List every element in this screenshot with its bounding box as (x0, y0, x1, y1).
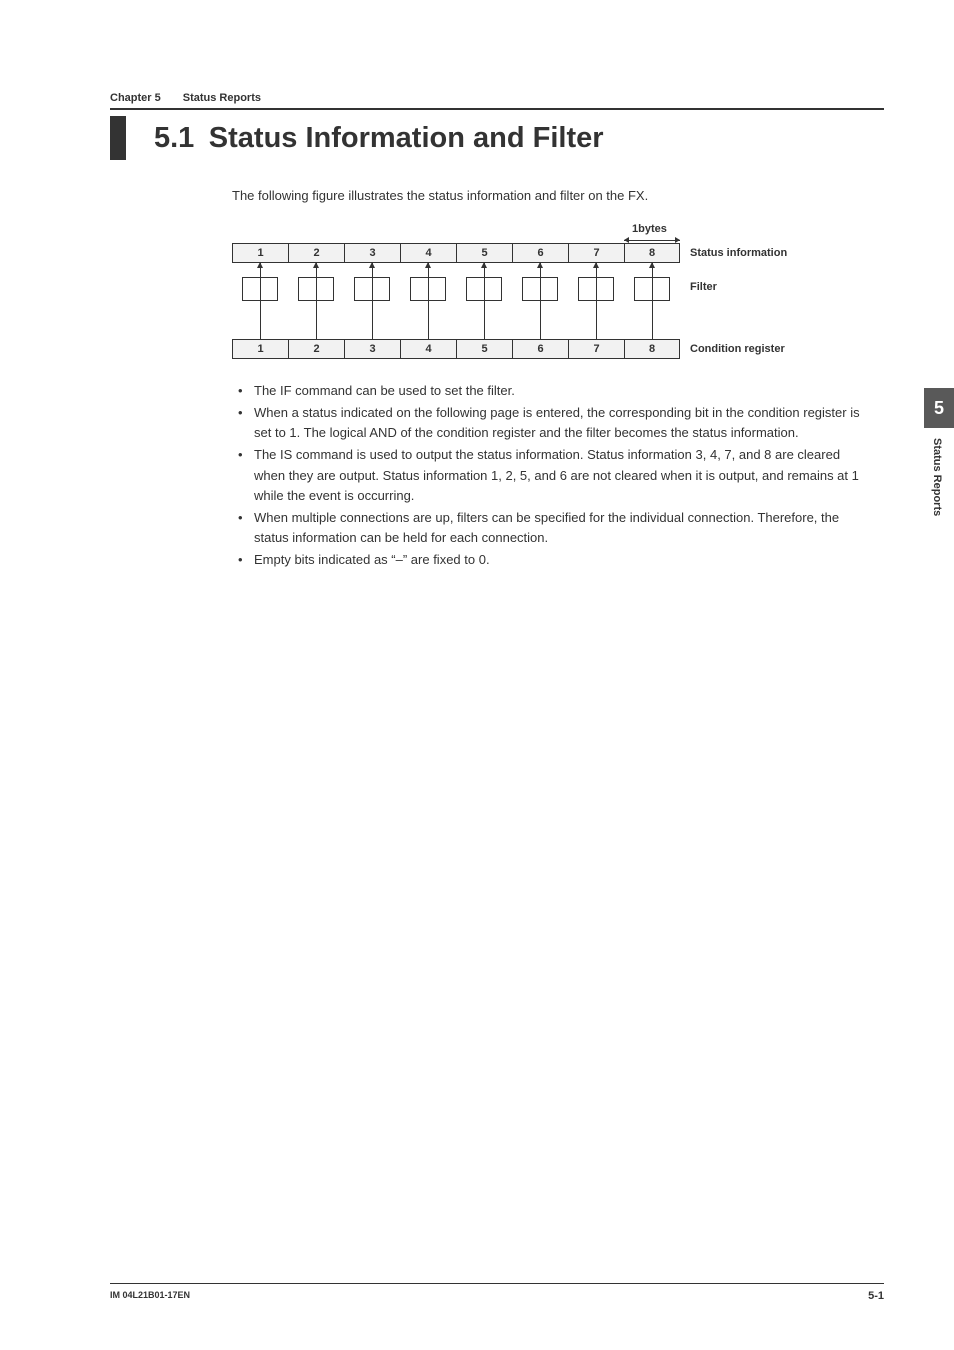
down-connector (260, 301, 261, 339)
bullet-item: Empty bits indicated as “–” are fixed to… (232, 550, 872, 570)
filter-label: Filter (690, 281, 717, 293)
and-gate-box (578, 277, 614, 301)
diagram-cell: 1 (232, 339, 288, 359)
and-gate-box (410, 277, 446, 301)
footer-left: IM 04L21B01-17EN (110, 1290, 190, 1302)
diagram-cell: 1 (232, 243, 288, 263)
status-info-row: 12345678 Status information (232, 243, 872, 263)
up-arrow (540, 263, 541, 277)
chapter-title: Status Reports (183, 92, 261, 104)
diagram-cell: 5 (456, 243, 512, 263)
diagram-cell: 7 (568, 339, 624, 359)
page-header: Chapter 5 Status Reports (110, 92, 884, 110)
bullet-item: When multiple connections are up, filter… (232, 508, 872, 548)
chapter-label: Chapter 5 (110, 92, 161, 104)
diagram-cell: 5 (456, 339, 512, 359)
diagram-cell: 8 (624, 243, 680, 263)
diagram-cell: 6 (512, 243, 568, 263)
and-gate-box (522, 277, 558, 301)
page-footer: IM 04L21B01-17EN 5-1 (110, 1283, 884, 1302)
and-gate-box (298, 277, 334, 301)
section-number: 5.1 (154, 122, 194, 154)
down-connector (540, 301, 541, 339)
and-gate-box (634, 277, 670, 301)
footer-page-number: 5-1 (868, 1290, 884, 1302)
bullet-item: The IF command can be used to set the fi… (232, 381, 872, 401)
and-gate-box (466, 277, 502, 301)
diagram-cell: 4 (400, 339, 456, 359)
diagram-cell: 4 (400, 243, 456, 263)
up-arrow (316, 263, 317, 277)
bullet-item: When a status indicated on the following… (232, 403, 872, 443)
down-connector (484, 301, 485, 339)
status-info-label: Status information (690, 247, 787, 259)
byte-label: 1bytes (632, 223, 667, 235)
diagram-cell: 6 (512, 339, 568, 359)
down-connector (316, 301, 317, 339)
byte-width-marker: 1bytes (624, 225, 872, 241)
and-gate-box (354, 277, 390, 301)
down-connector (652, 301, 653, 339)
and-gate-box (242, 277, 278, 301)
diagram-cell: 3 (344, 339, 400, 359)
up-arrow (428, 263, 429, 277)
section-heading: 5.1 Status Information and Filter (110, 116, 884, 160)
diagram-cell: 7 (568, 243, 624, 263)
heading-accent-bar (110, 116, 126, 160)
diagram-cell: 3 (344, 243, 400, 263)
filter-block: Filter (232, 263, 832, 339)
intro-text: The following figure illustrates the sta… (232, 188, 872, 203)
up-arrow (596, 263, 597, 277)
condition-register-label: Condition register (690, 343, 785, 355)
status-filter-diagram: 1bytes 12345678 Status information Filte… (232, 225, 872, 359)
up-arrow (484, 263, 485, 277)
section-title: Status Information and Filter (209, 122, 604, 154)
diagram-cell: 2 (288, 339, 344, 359)
up-arrow (260, 263, 261, 277)
condition-register-row: 12345678 Condition register (232, 339, 872, 359)
side-tab-number: 5 (924, 388, 954, 428)
down-connector (372, 301, 373, 339)
down-connector (428, 301, 429, 339)
bullet-item: The IS command is used to output the sta… (232, 445, 872, 505)
diagram-cell: 2 (288, 243, 344, 263)
up-arrow (372, 263, 373, 277)
side-tab-text: Status Reports (931, 438, 943, 516)
bullet-list: The IF command can be used to set the fi… (232, 381, 872, 570)
down-connector (596, 301, 597, 339)
diagram-cell: 8 (624, 339, 680, 359)
side-tab: 5 Status Reports (924, 388, 954, 516)
up-arrow (652, 263, 653, 277)
